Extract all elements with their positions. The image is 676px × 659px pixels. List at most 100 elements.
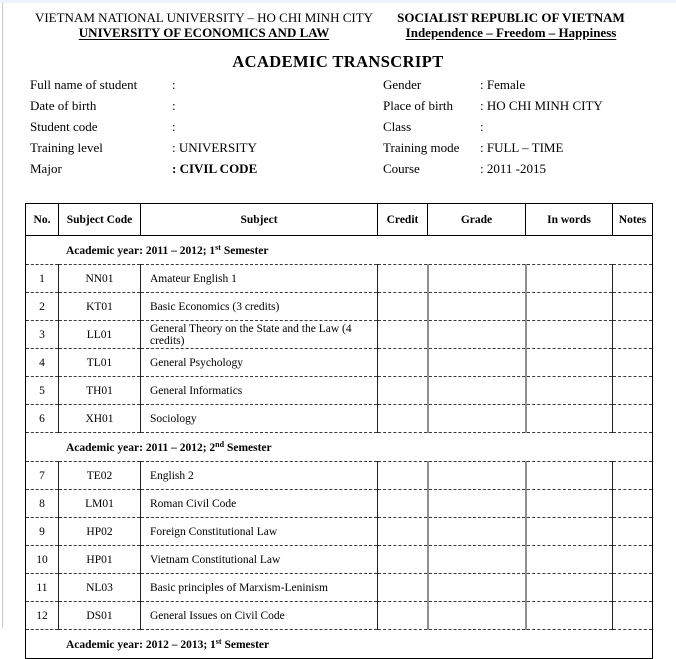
cell-code: KT01 <box>58 292 141 321</box>
cell-code: TH01 <box>58 376 141 405</box>
cell-notes <box>612 320 653 349</box>
university-name: VIETNAM NATIONAL UNIVERSITY – HO CHI MIN… <box>34 10 374 25</box>
academic-year-row: Academic year: 2012 – 2013; 1st Semester <box>25 629 653 659</box>
cell-credit <box>377 348 429 377</box>
cell-credit <box>377 573 429 602</box>
table-header-row: No. Subject Code Subject Credit Grade In… <box>25 203 653 236</box>
info-value: : 2011 -2015 <box>480 161 546 176</box>
academic-year-label: Academic year: 2011 – 2012; 2nd Semester <box>25 432 653 462</box>
info-value: : <box>480 119 484 134</box>
cell-credit <box>377 320 429 349</box>
cell-no: 2 <box>25 292 59 321</box>
cell-subject: General Theory on the State and the Law … <box>140 320 378 349</box>
col-header-subject-code: Subject Code <box>58 203 141 236</box>
info-value: : <box>172 77 176 92</box>
info-row-major: Major : CIVIL CODE <box>30 161 360 182</box>
info-row-course: Course : 2011 -2015 <box>383 161 663 182</box>
info-value: : CIVIL CODE <box>172 161 258 176</box>
cell-credit <box>377 264 429 293</box>
subject-row: 5 TH01 General Informatics <box>25 376 653 405</box>
school-name: UNIVERSITY OF ECONOMICS AND LAW <box>78 25 330 40</box>
info-label: Place of birth <box>383 98 454 113</box>
subject-row: 3 LL01 General Theory on the State and the… <box>25 320 653 349</box>
cell-grade <box>427 489 527 518</box>
letterhead-republic: SOCIALIST REPUBLIC OF VIETNAM Independen… <box>390 10 632 40</box>
col-header-grade: Grade <box>427 203 526 236</box>
cell-grade <box>427 404 527 433</box>
info-row-gender: Gender : Female <box>383 77 663 98</box>
info-value: : <box>172 98 176 113</box>
cell-subject: Amateur English 1 <box>140 264 378 293</box>
cell-credit <box>377 489 429 518</box>
cell-subject: General Psychology <box>140 348 378 377</box>
cell-no: 4 <box>25 348 59 377</box>
info-value: : FULL – TIME <box>480 140 564 155</box>
cell-grade <box>427 601 527 630</box>
info-row-training-mode: Training mode : FULL – TIME <box>383 140 663 161</box>
page-edge-line <box>2 3 3 628</box>
cell-no: 3 <box>25 320 59 349</box>
republic-title: SOCIALIST REPUBLIC OF VIETNAM <box>397 10 625 25</box>
cell-notes <box>612 517 653 546</box>
cell-notes <box>612 376 653 405</box>
info-label: Major <box>30 161 62 176</box>
info-row-place-of-birth: Place of birth : HO CHI MINH CITY <box>383 98 663 119</box>
academic-year-label: Academic year: 2012 – 2013; 1st Semester <box>25 629 653 659</box>
cell-grade <box>427 517 527 546</box>
cell-code: TE02 <box>58 461 141 490</box>
subject-row: 2 KT01 Basic Economics (3 credits) <box>25 292 653 321</box>
cell-code: NN01 <box>58 264 141 293</box>
cell-subject: Sociology <box>140 404 378 433</box>
academic-year-label: Academic year: 2011 – 2012; 1st Semester <box>25 235 653 265</box>
cell-grade <box>427 461 527 490</box>
cell-grade <box>427 348 527 377</box>
transcript-table-rows: Academic year: 2011 – 2012; 1st Semester… <box>25 235 653 659</box>
student-info-left: Full name of student : Date of birth : S… <box>30 77 360 182</box>
info-label: Student code <box>30 119 98 134</box>
cell-in-words <box>525 489 613 518</box>
cell-in-words <box>525 404 613 433</box>
cell-grade <box>427 545 527 574</box>
subject-row: 7 TE02 English 2 <box>25 461 653 490</box>
cell-no: 12 <box>25 601 59 630</box>
info-label: Course <box>383 161 420 176</box>
cell-grade <box>427 376 527 405</box>
cell-subject: General Issues on Civil Code <box>140 601 378 630</box>
info-row-training-level: Training level : UNIVERSITY <box>30 140 360 161</box>
cell-code: LL01 <box>58 320 141 349</box>
cell-no: 11 <box>25 573 59 602</box>
viewer-top-edge <box>0 0 676 3</box>
student-info-right: Gender : Female Place of birth : HO CHI … <box>383 77 663 182</box>
cell-notes <box>612 489 653 518</box>
subject-row: 1 NN01 Amateur English 1 <box>25 264 653 293</box>
col-header-notes: Notes <box>612 203 653 236</box>
col-header-subject: Subject <box>140 203 378 236</box>
cell-no: 9 <box>25 517 59 546</box>
cell-no: 1 <box>25 264 59 293</box>
subject-row: 8 LM01 Roman Civil Code <box>25 489 653 518</box>
cell-notes <box>612 573 653 602</box>
cell-subject: Foreign Constitutional Law <box>140 517 378 546</box>
transcript-table: No. Subject Code Subject Credit Grade In… <box>25 203 653 659</box>
cell-subject: Basic Economics (3 credits) <box>140 292 378 321</box>
info-label: Gender <box>383 77 422 92</box>
cell-notes <box>612 545 653 574</box>
cell-in-words <box>525 348 613 377</box>
cell-subject: Roman Civil Code <box>140 489 378 518</box>
info-label: Date of birth <box>30 98 97 113</box>
subject-row: 10 HP01 Vietnam Constitutional Law <box>25 545 653 574</box>
col-header-in-words: In words <box>525 203 613 236</box>
cell-in-words <box>525 517 613 546</box>
info-row-date-of-birth: Date of birth : <box>30 98 360 119</box>
cell-notes <box>612 292 653 321</box>
cell-subject: Vietnam Constitutional Law <box>140 545 378 574</box>
letterhead-university: VIETNAM NATIONAL UNIVERSITY – HO CHI MIN… <box>28 10 380 40</box>
cell-no: 5 <box>25 376 59 405</box>
info-label: Class <box>383 119 412 134</box>
cell-in-words <box>525 292 613 321</box>
subject-row: 4 TL01 General Psychology <box>25 348 653 377</box>
cell-code: NL03 <box>58 573 141 602</box>
cell-in-words <box>525 573 613 602</box>
cell-no: 7 <box>25 461 59 490</box>
cell-notes <box>612 264 653 293</box>
